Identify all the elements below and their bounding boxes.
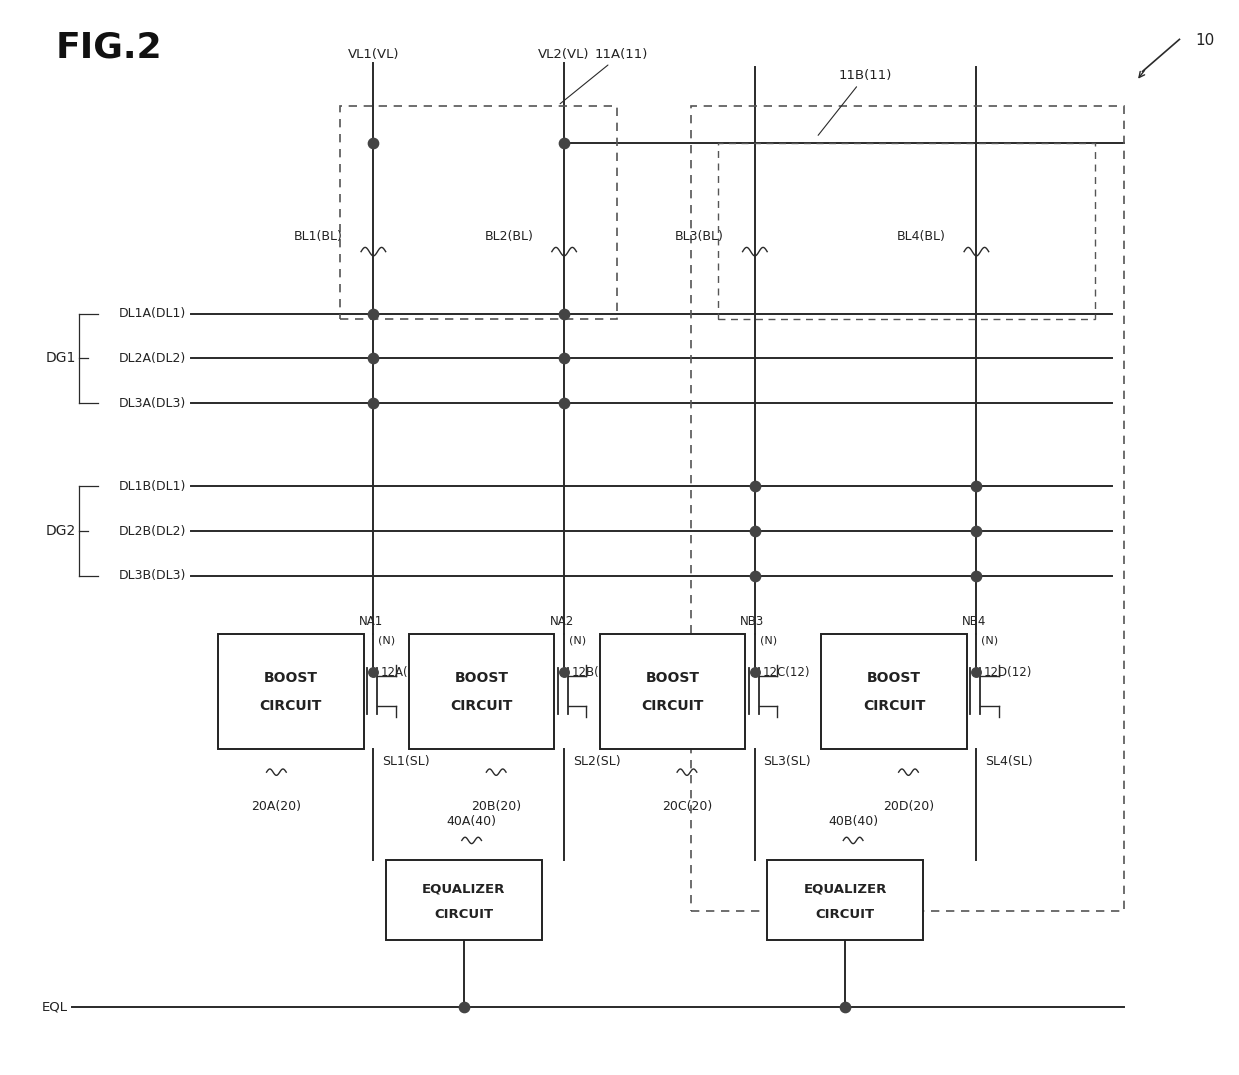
Text: DL1A(DL1): DL1A(DL1) bbox=[119, 307, 186, 320]
Text: 40A(40): 40A(40) bbox=[446, 815, 497, 828]
Text: NB3: NB3 bbox=[740, 615, 764, 628]
Text: NA1: NA1 bbox=[359, 615, 383, 628]
Point bbox=[966, 522, 986, 540]
Text: 12D(12): 12D(12) bbox=[984, 665, 1032, 679]
Text: 12C(12): 12C(12) bbox=[762, 665, 810, 679]
Point bbox=[554, 134, 574, 152]
Bar bbox=[717, 143, 1094, 319]
Text: BL1(BL): BL1(BL) bbox=[294, 230, 343, 243]
Text: (N): (N) bbox=[981, 635, 999, 646]
Text: NB4: NB4 bbox=[961, 615, 986, 628]
Text: SL3(SL): SL3(SL) bbox=[763, 755, 812, 769]
Point bbox=[363, 134, 383, 152]
Point bbox=[363, 395, 383, 412]
Point bbox=[363, 349, 383, 367]
Point bbox=[745, 663, 764, 680]
Text: VL2(VL): VL2(VL) bbox=[539, 47, 590, 60]
Text: CIRCUIT: CIRCUIT bbox=[451, 699, 513, 713]
Text: VL1(VL): VL1(VL) bbox=[348, 47, 399, 60]
Text: BL3(BL): BL3(BL) bbox=[675, 230, 724, 243]
Point bbox=[554, 349, 574, 367]
Text: CIRCUIT: CIRCUIT bbox=[260, 699, 322, 713]
Point bbox=[835, 999, 855, 1016]
Text: DL2B(DL2): DL2B(DL2) bbox=[119, 525, 186, 538]
Text: 11A(11): 11A(11) bbox=[560, 47, 648, 104]
Text: CIRCUIT: CIRCUIT bbox=[434, 908, 493, 921]
Text: BOOST: BOOST bbox=[646, 671, 700, 685]
Point bbox=[966, 663, 986, 680]
Text: 12A(12): 12A(12) bbox=[380, 665, 427, 679]
Text: BOOST: BOOST bbox=[264, 671, 318, 685]
Text: 20A(20): 20A(20) bbox=[252, 800, 301, 813]
Bar bbox=[385, 860, 541, 940]
Point bbox=[745, 568, 764, 585]
Text: DL2A(DL2): DL2A(DL2) bbox=[119, 352, 186, 364]
Text: 11B(11): 11B(11) bbox=[818, 69, 892, 135]
Text: CIRCUIT: CIRCUIT bbox=[862, 699, 926, 713]
Bar bbox=[409, 633, 554, 748]
Text: 10: 10 bbox=[1196, 33, 1214, 48]
Text: DG2: DG2 bbox=[46, 525, 76, 539]
Point bbox=[363, 663, 383, 680]
Text: (N): (N) bbox=[569, 635, 586, 646]
Text: 12B(12): 12B(12) bbox=[571, 665, 618, 679]
Text: CIRCUIT: CIRCUIT bbox=[642, 699, 704, 713]
Text: 20B(20): 20B(20) bbox=[471, 800, 522, 813]
Point bbox=[745, 522, 764, 540]
Text: DG1: DG1 bbox=[45, 352, 76, 366]
Text: DL3B(DL3): DL3B(DL3) bbox=[119, 570, 186, 583]
Text: BOOST: BOOST bbox=[455, 671, 509, 685]
Text: EQUALIZER: EQUALIZER bbox=[422, 883, 506, 895]
Text: 40B(40): 40B(40) bbox=[828, 815, 878, 828]
Text: EQUALIZER: EQUALIZER bbox=[804, 883, 887, 895]
Text: CIRCUIT: CIRCUIT bbox=[815, 908, 875, 921]
Text: SL4(SL): SL4(SL) bbox=[985, 755, 1032, 769]
Point bbox=[554, 663, 574, 680]
Text: BL2(BL): BL2(BL) bbox=[484, 230, 533, 243]
Bar bbox=[821, 633, 966, 748]
Point bbox=[554, 305, 574, 322]
Text: NA2: NA2 bbox=[550, 615, 574, 628]
Point bbox=[363, 305, 383, 322]
Text: BOOST: BOOST bbox=[867, 671, 921, 685]
Text: EQL: EQL bbox=[42, 1001, 68, 1014]
Bar bbox=[767, 860, 923, 940]
Point bbox=[745, 477, 764, 494]
Bar bbox=[341, 105, 617, 319]
Text: BL4(BL): BL4(BL) bbox=[897, 230, 945, 243]
Bar bbox=[218, 633, 363, 748]
Point bbox=[453, 999, 473, 1016]
Point bbox=[554, 395, 574, 412]
Point bbox=[966, 477, 986, 494]
Text: (N): (N) bbox=[760, 635, 777, 646]
Text: 20C(20): 20C(20) bbox=[662, 800, 712, 813]
Text: (N): (N) bbox=[378, 635, 395, 646]
Text: SL2(SL): SL2(SL) bbox=[572, 755, 621, 769]
Point bbox=[966, 568, 986, 585]
Bar bbox=[600, 633, 745, 748]
Text: SL1(SL): SL1(SL) bbox=[382, 755, 430, 769]
Text: FIG.2: FIG.2 bbox=[56, 31, 162, 64]
Text: 20D(20): 20D(20) bbox=[883, 800, 934, 813]
Bar bbox=[691, 105, 1124, 911]
Text: DL1B(DL1): DL1B(DL1) bbox=[119, 479, 186, 492]
Text: DL3A(DL3): DL3A(DL3) bbox=[119, 397, 186, 410]
